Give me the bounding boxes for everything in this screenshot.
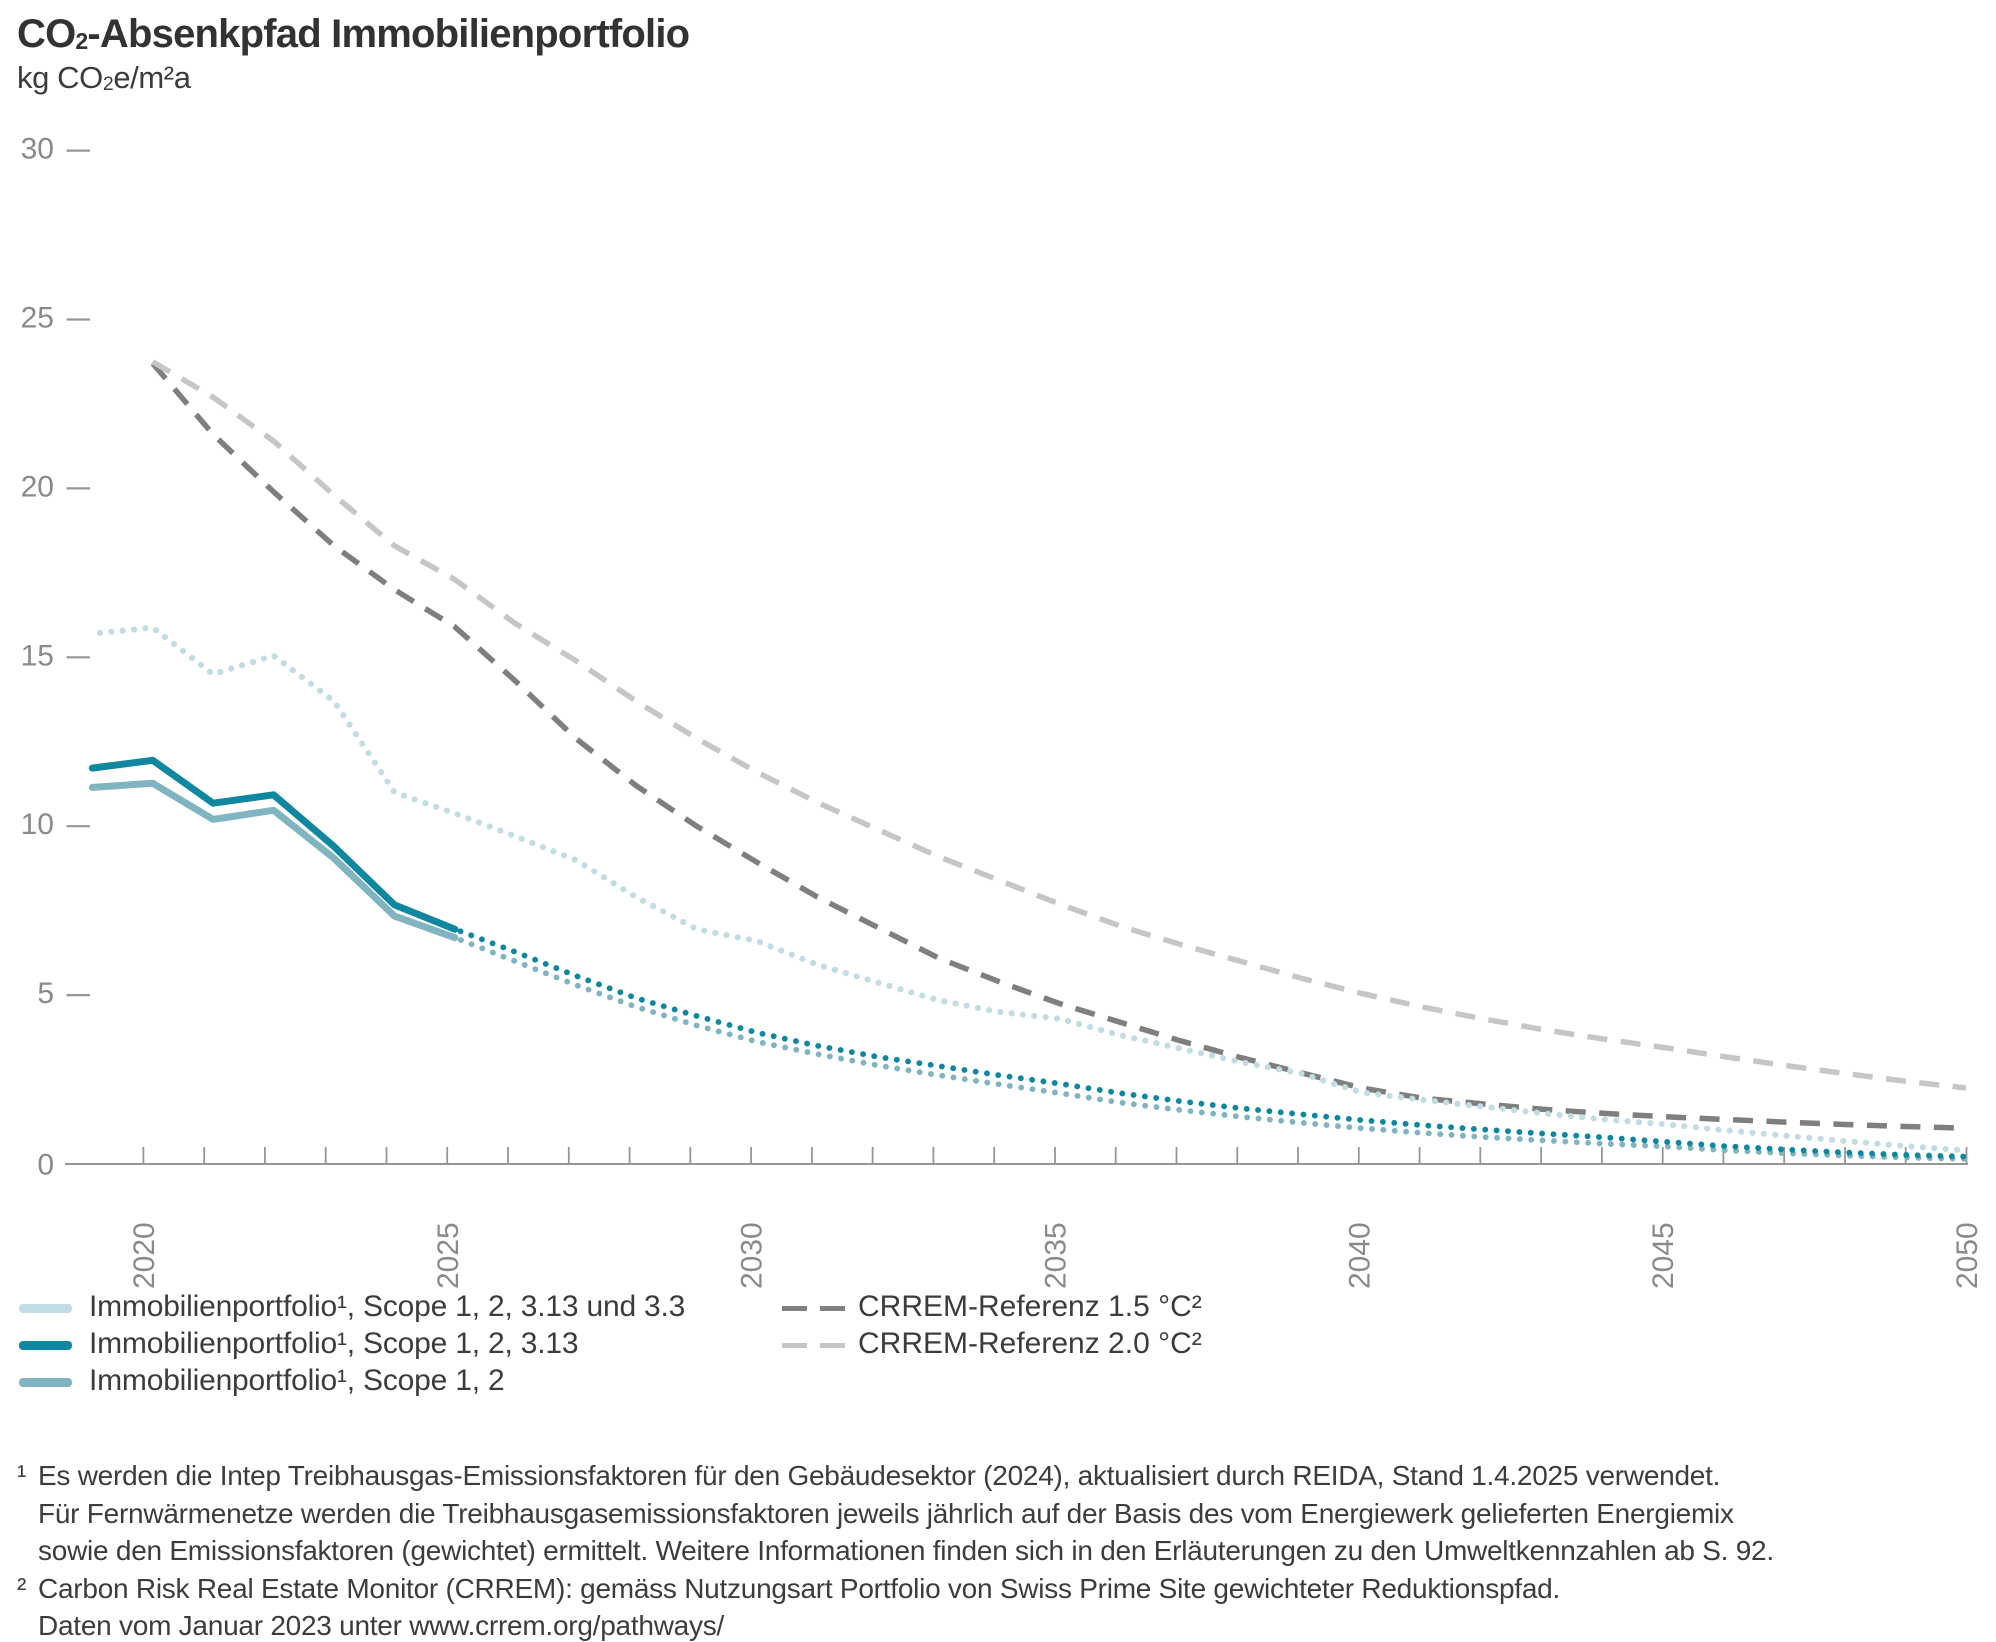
svg-text:10: 10 <box>21 808 54 841</box>
svg-text:30: 30 <box>21 133 54 166</box>
svg-text:2035: 2035 <box>1040 1222 1073 1289</box>
svg-text:0: 0 <box>37 1149 54 1182</box>
svg-text:2030: 2030 <box>736 1222 769 1289</box>
svg-text:25: 25 <box>21 302 54 335</box>
svg-text:2040: 2040 <box>1343 1222 1376 1289</box>
svg-text:2025: 2025 <box>432 1222 465 1289</box>
svg-text:2020: 2020 <box>128 1222 161 1289</box>
svg-text:5: 5 <box>37 977 54 1010</box>
svg-text:15: 15 <box>21 639 54 672</box>
svg-text:20: 20 <box>21 470 54 503</box>
svg-text:2050: 2050 <box>1951 1222 1984 1289</box>
svg-text:2045: 2045 <box>1647 1222 1680 1289</box>
